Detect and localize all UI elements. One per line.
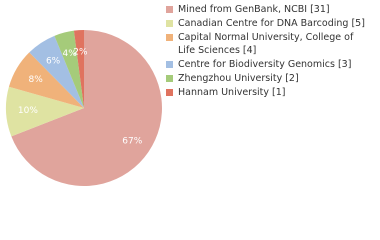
legend-item: Capital Normal University, College of Li…: [166, 31, 366, 57]
legend-swatch: [166, 75, 173, 82]
legend-swatch: [166, 34, 173, 41]
slice-label: 67%: [122, 136, 142, 146]
pie-slice: [5, 86, 84, 137]
legend-label: Hannam University [1]: [178, 87, 286, 98]
legend-label: Centre for Biodiversity Genomics [3]: [178, 59, 352, 70]
slice-label: 6%: [46, 57, 61, 67]
legend-label: Mined from GenBank, NCBI [31]: [178, 4, 330, 15]
pie-slice: [8, 52, 84, 108]
slice-label: 4%: [62, 49, 77, 59]
pie-slice: [11, 30, 162, 186]
slice-label: 2%: [73, 47, 88, 57]
legend-item: Mined from GenBank, NCBI [31]: [166, 3, 366, 16]
pie-slice: [54, 30, 84, 108]
legend-label: Capital Normal University, College of Li…: [178, 32, 354, 56]
legend-swatch: [166, 61, 173, 68]
pie: 67% 10% 8%6%4%2%: [5, 30, 162, 186]
legend-swatch: [166, 20, 173, 27]
pie-slice: [29, 35, 84, 109]
legend-label: Zhengzhou University [2]: [178, 73, 299, 84]
legend-item: Centre for Biodiversity Genomics [3]: [166, 58, 366, 71]
legend-item: Zhengzhou University [2]: [166, 72, 366, 85]
slice-label: 8%: [29, 75, 44, 85]
legend-item: Canadian Centre for DNA Barcoding [5]: [166, 17, 366, 30]
legend-item: Hannam University [1]: [166, 86, 366, 99]
legend-swatch: [166, 6, 173, 13]
legend-swatch: [166, 89, 173, 96]
legend-label: Canadian Centre for DNA Barcoding [5]: [178, 18, 365, 29]
legend: Mined from GenBank, NCBI [31] Canadian Ce…: [166, 3, 366, 100]
pie-slice: [73, 30, 84, 108]
slice-label: 10%: [18, 106, 38, 116]
